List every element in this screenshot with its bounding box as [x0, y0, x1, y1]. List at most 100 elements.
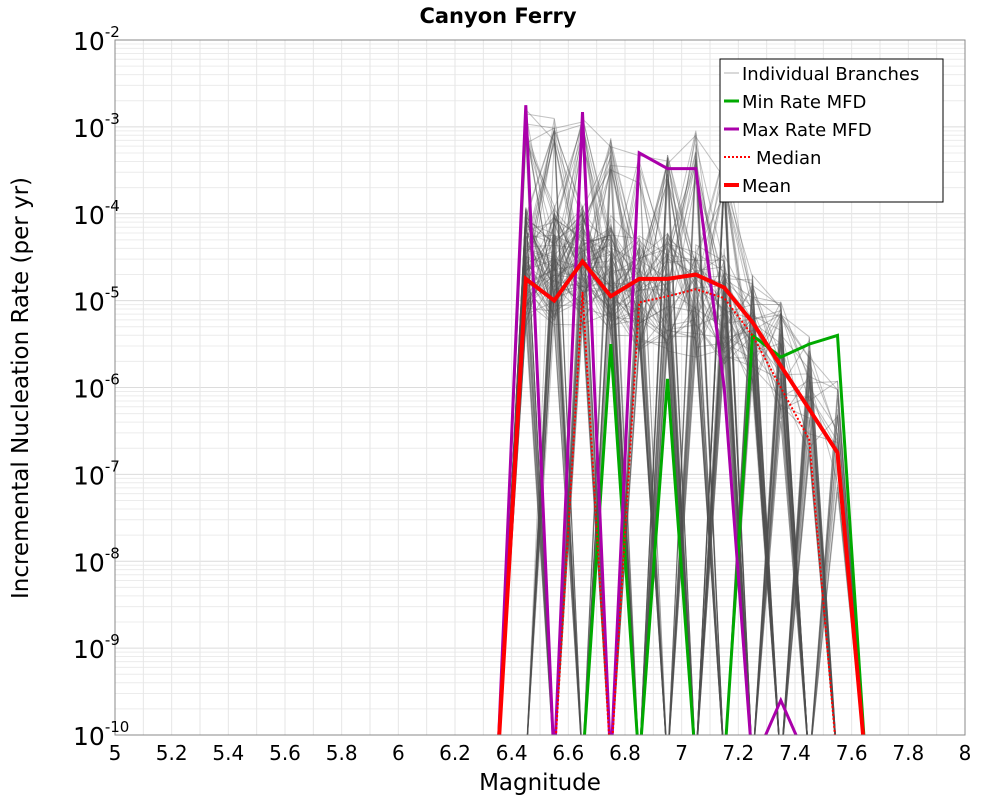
branch-line — [498, 130, 836, 735]
x-tick-labels: 5 5.2 5.4 5.6 5.8 6 6.2 6.4 6.6 6.8 7 7.2 7.4 7.6 7.8 8 — [109, 741, 972, 765]
legend-label-mean: Mean — [742, 176, 791, 197]
branch-line — [498, 234, 723, 735]
branch-line — [498, 255, 864, 735]
branch-line — [498, 113, 864, 735]
branch-line — [526, 173, 836, 735]
branch-line — [498, 121, 836, 735]
legend-label-branches: Individual Branches — [742, 64, 919, 85]
branch-line — [526, 139, 836, 735]
branch-line — [498, 134, 808, 735]
branch-line — [498, 239, 836, 735]
y-tick-label: 10-4 — [73, 197, 120, 230]
branch-line — [526, 117, 836, 735]
branch-line — [498, 135, 780, 735]
branch-line — [498, 123, 865, 735]
branch-line — [498, 128, 780, 735]
series-lines — [497, 105, 866, 735]
branch-line — [498, 216, 780, 735]
branch-line — [498, 146, 836, 735]
y-axis-label: Incremental Nucleation Rate (per yr) — [8, 177, 34, 599]
legend-label-min-rate: Min Rate MFD — [742, 92, 866, 113]
branch-line — [498, 300, 864, 735]
branch-line — [527, 155, 808, 735]
branch-line — [498, 130, 864, 735]
branch-line — [498, 249, 808, 735]
x-tick-label: 7.4 — [779, 741, 811, 765]
branch-line — [498, 182, 836, 735]
x-tick-label: 5.2 — [156, 741, 188, 765]
series-min-rate-mfd — [583, 332, 866, 735]
branch-line — [498, 140, 780, 735]
branch-line — [498, 212, 723, 735]
branch-line — [498, 223, 808, 735]
x-tick-label: 6.6 — [552, 741, 584, 765]
branch-line — [498, 247, 808, 735]
y-tick-label: 10-2 — [73, 23, 120, 56]
branch-line — [498, 127, 836, 735]
x-tick-label: 7.8 — [892, 741, 924, 765]
branch-line — [527, 193, 836, 735]
y-tick-label: 10-9 — [73, 631, 120, 664]
chart-title: Canyon Ferry — [419, 4, 576, 28]
branch-line — [498, 169, 808, 735]
branch-line — [498, 157, 808, 735]
legend-label-max-rate: Max Rate MFD — [742, 120, 872, 141]
branch-line — [527, 225, 808, 735]
branch-line — [498, 159, 864, 735]
y-tick-label: 10-3 — [73, 110, 120, 143]
branch-line — [498, 108, 836, 735]
x-tick-label: 6.4 — [496, 741, 528, 765]
y-tick-label: 10-10 — [73, 718, 129, 751]
branch-line — [526, 168, 723, 735]
branch-line — [498, 157, 808, 735]
branch-line — [526, 237, 780, 735]
branch-line — [527, 156, 864, 735]
branch-line — [498, 163, 808, 735]
branch-line — [498, 181, 780, 735]
branch-line — [498, 159, 836, 735]
branch-line — [498, 144, 837, 735]
x-tick-label: 7 — [675, 741, 688, 765]
y-tick-label: 10-6 — [73, 371, 120, 404]
branch-line — [498, 234, 808, 735]
branch-line — [527, 178, 864, 735]
plot-frame — [114, 39, 966, 736]
branch-line — [527, 185, 864, 735]
branch-line — [498, 138, 836, 735]
branch-line — [526, 183, 752, 735]
branch-line — [498, 135, 808, 735]
branch-line — [498, 137, 808, 735]
branch-line — [498, 244, 808, 735]
branch-line — [498, 210, 780, 735]
branch-line — [498, 269, 695, 735]
branch-line — [527, 180, 780, 735]
branch-line — [498, 287, 808, 735]
series-mean — [497, 258, 866, 735]
branch-line — [498, 138, 780, 735]
x-tick-label: 5 — [109, 741, 122, 765]
branch-line — [498, 254, 808, 735]
branch-line — [498, 229, 780, 735]
branch-line — [526, 163, 865, 735]
y-tick-label: 10-7 — [73, 457, 120, 490]
branch-line — [498, 279, 780, 735]
branch-line — [498, 243, 808, 735]
branch-line — [498, 123, 837, 735]
x-tick-label: 6.8 — [609, 741, 641, 765]
branch-line — [498, 140, 808, 735]
x-axis-label: Magnitude — [479, 770, 601, 796]
branch-line — [498, 123, 780, 735]
x-tick-label: 6.2 — [439, 741, 471, 765]
branch-line — [498, 226, 864, 735]
branch-line — [526, 222, 836, 735]
branch-line — [498, 119, 836, 735]
branch-line — [498, 258, 780, 735]
series-median — [554, 288, 836, 735]
x-tick-label: 5.6 — [269, 741, 301, 765]
branch-line — [498, 165, 836, 735]
branch-line — [498, 223, 864, 735]
branch-line — [498, 152, 836, 735]
y-tick-labels: 10-2 10-3 10-4 10-5 10-6 10-7 10-8 10-9 10-10 — [73, 23, 129, 751]
x-tick-label: 5.4 — [212, 741, 244, 765]
